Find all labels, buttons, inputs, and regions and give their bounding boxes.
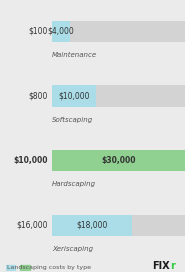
Text: Softscaping: Softscaping (52, 117, 93, 123)
Text: Landscaping costs by type: Landscaping costs by type (7, 265, 91, 270)
Text: $4,000: $4,000 (47, 27, 74, 36)
FancyBboxPatch shape (52, 150, 185, 171)
Text: r: r (170, 261, 175, 271)
Bar (20, 264, 30, 270)
FancyBboxPatch shape (52, 215, 185, 236)
Text: Maintenance: Maintenance (52, 52, 97, 58)
Bar (6, 264, 15, 270)
FancyBboxPatch shape (52, 21, 185, 42)
Text: $10,000: $10,000 (58, 91, 90, 100)
FancyBboxPatch shape (52, 85, 96, 107)
Text: $10,000: $10,000 (14, 156, 48, 165)
FancyBboxPatch shape (52, 150, 185, 171)
Text: FIX: FIX (152, 261, 169, 271)
FancyBboxPatch shape (52, 21, 70, 42)
Text: $18,000: $18,000 (76, 221, 107, 230)
Text: $800: $800 (29, 91, 48, 100)
Text: $16,000: $16,000 (17, 221, 48, 230)
Text: Xeriscaping: Xeriscaping (52, 246, 93, 252)
Text: $30,000: $30,000 (101, 156, 136, 165)
Text: Hardscaping: Hardscaping (52, 181, 96, 187)
FancyBboxPatch shape (52, 85, 185, 107)
FancyBboxPatch shape (52, 215, 132, 236)
Text: $100: $100 (29, 27, 48, 36)
